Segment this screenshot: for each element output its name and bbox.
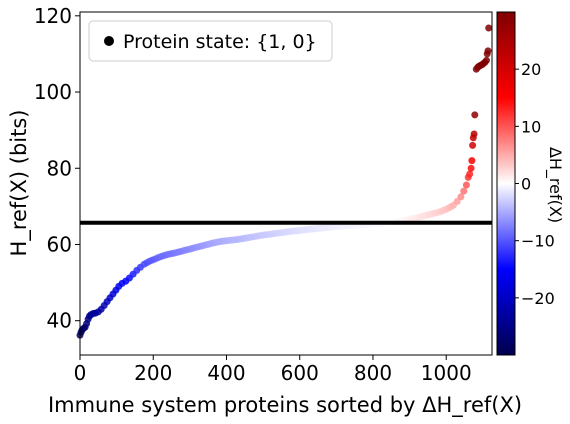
- colorbar-tick-label: −20: [521, 289, 555, 308]
- y-tick-label: 40: [47, 309, 72, 333]
- legend: Protein state: {1, 0}: [88, 20, 333, 62]
- legend-marker: [104, 36, 114, 46]
- y-tick-label: 120: [34, 4, 72, 28]
- data-point: [467, 164, 475, 172]
- colorbar-tick-label: 20: [521, 60, 541, 79]
- colorbar-label: ΔH_ref(X): [545, 147, 565, 223]
- colorbar-tick-label: −10: [521, 232, 555, 251]
- data-point: [457, 193, 465, 201]
- x-tick-label: 600: [281, 361, 319, 385]
- x-tick-label: 400: [207, 361, 245, 385]
- colorbar-tick-label: 10: [521, 117, 541, 136]
- y-axis-label: H_ref(X) (bits): [7, 110, 32, 257]
- x-tick-label: 1000: [421, 361, 472, 385]
- data-point: [485, 24, 493, 32]
- x-axis-label: Immune system proteins sorted by ΔH_ref(…: [48, 393, 522, 418]
- legend-label: Protein state: {1, 0}: [123, 31, 317, 53]
- legend-box: [88, 20, 333, 62]
- data-point: [483, 56, 490, 64]
- colorbar-tick-label: 0: [521, 175, 531, 194]
- data-point: [466, 170, 474, 178]
- data-point: [471, 111, 479, 119]
- data-point: [469, 141, 477, 149]
- x-tick-label: 0: [74, 361, 87, 385]
- colorbar: [496, 11, 516, 356]
- data-points: [76, 24, 493, 339]
- x-tick-label: 200: [134, 361, 172, 385]
- data-point: [462, 181, 470, 189]
- colorbar-ticks: −20 −10 0 10 20: [515, 60, 555, 308]
- y-tick-label: 60: [47, 232, 72, 256]
- plot-frame: [79, 11, 493, 356]
- data-point: [484, 47, 492, 55]
- y-tick-label: 80: [47, 156, 72, 180]
- data-point: [468, 157, 476, 165]
- y-axis-ticks: 40 60 80 100 120: [34, 4, 80, 333]
- x-tick-label: 800: [354, 361, 392, 385]
- y-tick-label: 100: [34, 80, 72, 104]
- data-point: [470, 130, 478, 138]
- x-axis-ticks: 0 200 400 600 800 1000: [74, 355, 472, 385]
- data-point: [460, 187, 468, 195]
